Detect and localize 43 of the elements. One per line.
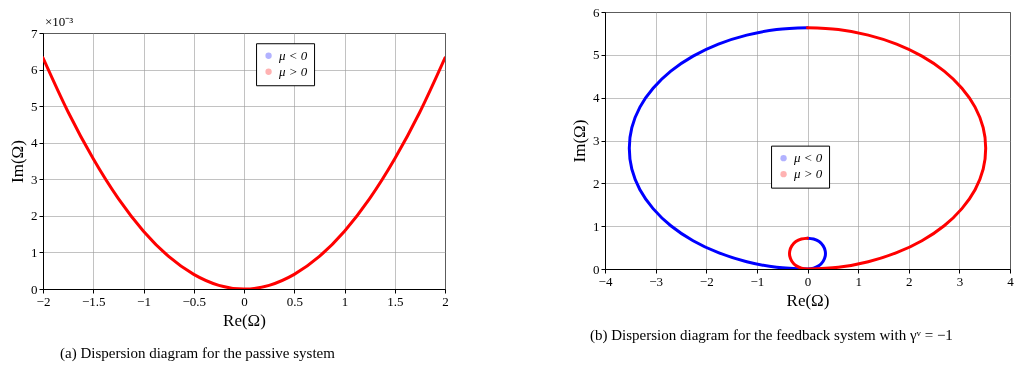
x-tick-label: −4: [598, 273, 613, 289]
y-axis-title: Im(Ω): [8, 140, 27, 183]
x-tick-label: 2: [906, 273, 913, 289]
legend-label: μ > 0: [793, 166, 823, 182]
x-tick-label: −1: [750, 273, 765, 289]
y-tick-label: 2: [31, 208, 38, 224]
x-axis-title: Re(Ω): [786, 290, 830, 310]
y-tick-label: 6: [593, 4, 600, 20]
text: (a) Dispersion diagram for the passive system: [60, 344, 336, 362]
text: ×10⁻³: [45, 14, 74, 29]
x-tick-label: 2: [442, 293, 449, 309]
y-tick-label: 1: [593, 218, 600, 234]
x-tick-label: −3: [649, 273, 664, 289]
y-tick-label: 3: [593, 133, 600, 148]
y-tick-label: 7: [31, 25, 38, 41]
x-axis-title: Re(Ω): [223, 310, 266, 330]
x-tick-label: 1.5: [387, 293, 404, 309]
y-tick-label: 6: [31, 62, 38, 78]
x-tick-label: −2: [36, 293, 51, 309]
y-axis-title: Im(Ω): [570, 119, 589, 163]
legend-label: μ < 0: [793, 150, 823, 166]
x-tick-label: 1: [341, 293, 349, 309]
x-tick-label: 1: [855, 273, 862, 289]
y-tick-label: 4: [593, 90, 600, 106]
y-tick-label: 3: [31, 171, 38, 187]
y-tick-label: 4: [31, 135, 38, 151]
x-tick-label: 3: [956, 273, 964, 289]
x-tick-label: −1: [137, 293, 151, 309]
y-tick-label: 5: [593, 47, 600, 63]
x-tick-label: −2: [699, 273, 714, 289]
y-tick-label: 1: [31, 244, 38, 260]
x-tick-label: −1.5: [81, 293, 106, 309]
x-tick-label: 4: [1007, 273, 1015, 289]
y-tick-label: 5: [31, 98, 38, 114]
x-tick-label: 0: [241, 293, 248, 309]
x-tick-label: −0.5: [182, 293, 207, 309]
x-tick-label: 0: [804, 273, 812, 289]
legend-label: μ > 0: [278, 63, 308, 79]
y-tick-label: 0: [593, 261, 600, 277]
legend-label: μ < 0: [278, 47, 308, 63]
y-tick-label: 2: [593, 175, 600, 191]
x-tick-label: 0.5: [286, 293, 303, 309]
text: (b) Dispersion diagram for the feedback system with γᵛ = −1: [590, 326, 954, 344]
